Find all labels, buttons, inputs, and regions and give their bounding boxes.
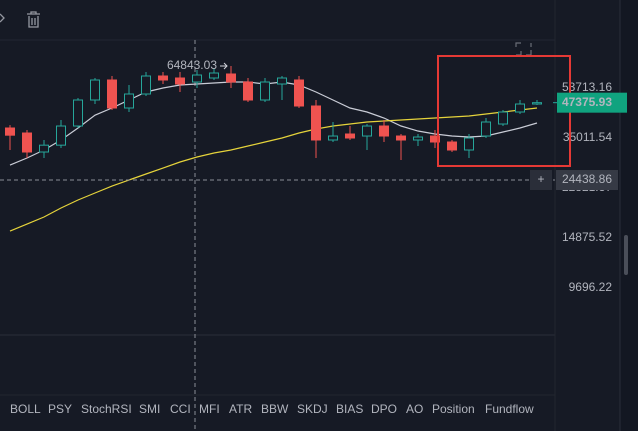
- candle-body: [158, 75, 168, 81]
- candle-body: [515, 103, 525, 113]
- indicator-tab[interactable]: Position: [432, 402, 475, 416]
- indicator-tab[interactable]: CCI: [170, 402, 191, 416]
- scrollbar[interactable]: [624, 235, 628, 275]
- candle-body: [311, 105, 321, 141]
- candle-body: [141, 75, 151, 95]
- candle-body: [73, 99, 83, 127]
- candle-body: [56, 125, 66, 146]
- candle-body: [396, 135, 406, 141]
- indicator-tab[interactable]: DPO: [371, 402, 397, 416]
- candle-body: [328, 135, 338, 141]
- indicator-tab[interactable]: PSY: [48, 402, 72, 416]
- indicator-tab[interactable]: BBW: [261, 402, 289, 416]
- candle-body: [464, 137, 474, 151]
- indicator-tab[interactable]: SMI: [139, 402, 160, 416]
- candle-body: [413, 136, 423, 141]
- max-price-label: 64843.03: [167, 58, 217, 72]
- candle-body: [345, 133, 355, 139]
- candle-body: [5, 127, 15, 136]
- crosshair-price-label: 24438.86: [562, 172, 612, 186]
- max-price-arrow: [220, 62, 228, 70]
- candle-body: [90, 79, 100, 101]
- candle-body: [124, 93, 134, 109]
- y-tick-label: 9696.22: [569, 280, 613, 294]
- candle-body: [107, 79, 117, 109]
- indicator-tab[interactable]: SKDJ: [297, 402, 328, 416]
- y-tick-label: 35011.54: [563, 130, 612, 144]
- indicator-tab[interactable]: BOLL: [10, 402, 41, 416]
- candle-body: [362, 125, 372, 137]
- candle-body: [175, 77, 185, 85]
- y-tick-label: 14875.52: [562, 230, 612, 244]
- indicator-tab[interactable]: AO: [406, 402, 423, 416]
- indicator-tab[interactable]: Fundflow: [485, 402, 534, 416]
- indicator-tab[interactable]: StochRSI: [81, 402, 132, 416]
- indicator-tab[interactable]: ATR: [229, 402, 252, 416]
- candle-body: [532, 102, 542, 105]
- indicator-tab[interactable]: MFI: [199, 402, 220, 416]
- moving-average-line: [9, 81, 538, 166]
- crosshair-plus: +: [537, 172, 544, 186]
- candle-body: [294, 79, 304, 107]
- candle-body: [243, 81, 253, 101]
- candle-body: [22, 132, 32, 153]
- crosshair-price-box: [556, 170, 618, 191]
- candle-body: [260, 81, 270, 101]
- candle-body: [277, 77, 287, 85]
- last-price-box: [557, 92, 627, 113]
- candle-body: [430, 135, 440, 143]
- candle-body: [498, 111, 508, 125]
- candle-body: [379, 125, 389, 137]
- delete-icon[interactable]: [27, 11, 40, 28]
- crosshair-plus-box: [530, 170, 552, 191]
- y-tick-label: 53713.16: [562, 80, 612, 94]
- candle-body: [39, 144, 49, 153]
- indicator-tab[interactable]: BIAS: [336, 402, 363, 416]
- candle-body: [209, 72, 219, 79]
- right-strip: [620, 0, 638, 431]
- last-price-label: 47375.93: [562, 95, 612, 109]
- toolbar-icon[interactable]: [0, 13, 5, 23]
- candle-body: [481, 121, 491, 137]
- candle-body: [226, 73, 236, 83]
- candle-body: [447, 141, 457, 151]
- candle-body: [192, 74, 202, 83]
- moving-average-line: [9, 107, 538, 232]
